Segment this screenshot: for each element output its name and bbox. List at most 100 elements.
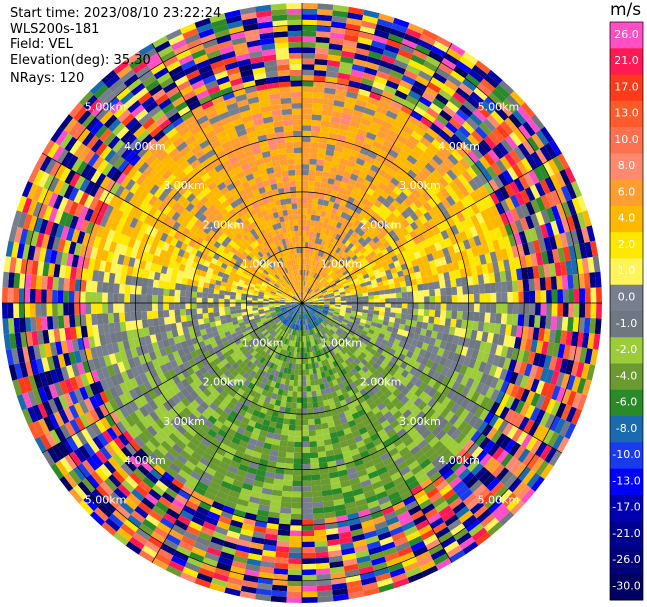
velocity-gate xyxy=(385,195,395,204)
velocity-gate xyxy=(311,490,323,498)
velocity-gate xyxy=(311,293,316,297)
velocity-gate xyxy=(213,307,220,313)
velocity-gate xyxy=(463,182,475,195)
velocity-gate xyxy=(289,419,296,426)
velocity-gate xyxy=(468,237,477,249)
velocity-gate xyxy=(530,199,541,214)
velocity-gate xyxy=(343,188,352,197)
velocity-gate xyxy=(322,171,330,178)
velocity-gate xyxy=(390,303,397,308)
velocity-gate xyxy=(395,114,408,125)
velocity-gate xyxy=(317,268,322,275)
velocity-gate xyxy=(326,206,333,214)
velocity-gate xyxy=(313,513,325,520)
velocity-gate xyxy=(448,117,462,130)
velocity-gate xyxy=(473,109,487,123)
velocity-gate xyxy=(376,232,384,241)
velocity-gate xyxy=(564,166,577,184)
velocity-gate xyxy=(483,74,499,89)
velocity-gate xyxy=(318,284,324,289)
velocity-gate xyxy=(354,226,362,234)
velocity-gate xyxy=(463,258,471,269)
velocity-gate xyxy=(41,316,48,331)
velocity-gate xyxy=(333,289,339,293)
velocity-gate xyxy=(314,540,328,548)
velocity-gate xyxy=(334,292,340,297)
velocity-gate xyxy=(63,303,69,316)
velocity-gate xyxy=(374,75,388,86)
velocity-gate xyxy=(373,29,390,39)
velocity-gate xyxy=(428,50,444,63)
velocity-gate xyxy=(305,294,309,299)
velocity-gate xyxy=(135,285,142,295)
velocity-gate xyxy=(423,221,432,231)
velocity-gate xyxy=(338,273,344,279)
velocity-gate xyxy=(463,138,476,151)
velocity-gate xyxy=(392,186,403,196)
velocity-gate xyxy=(152,279,160,288)
velocity-gate xyxy=(368,295,375,300)
velocity-gate xyxy=(540,303,547,316)
velocity-gate xyxy=(489,191,500,205)
velocity-gate xyxy=(312,507,325,514)
velocity-gate xyxy=(420,65,436,77)
velocity-gate xyxy=(68,290,75,303)
velocity-gate xyxy=(418,303,425,310)
velocity-gate xyxy=(517,143,531,158)
velocity-gate xyxy=(539,179,551,195)
velocity-gate xyxy=(384,44,400,54)
velocity-gate xyxy=(287,574,302,581)
velocity-gate xyxy=(402,100,416,111)
velocity-gate xyxy=(510,90,525,106)
velocity-gate xyxy=(564,231,574,247)
velocity-gate xyxy=(310,265,314,272)
velocity-gate xyxy=(454,161,467,174)
velocity-gate xyxy=(315,255,320,262)
velocity-gate xyxy=(302,301,308,303)
velocity-gate xyxy=(417,170,428,182)
velocity-gate xyxy=(277,535,290,542)
velocity-gate xyxy=(525,201,536,216)
velocity-gate xyxy=(96,313,104,325)
velocity-gate xyxy=(327,230,334,237)
velocity-gate xyxy=(414,125,427,137)
velocity-gate xyxy=(479,293,486,303)
velocity-gate xyxy=(535,148,548,165)
velocity-gate xyxy=(452,261,460,271)
velocity-gate xyxy=(317,283,323,289)
velocity-gate xyxy=(413,80,427,92)
velocity-gate xyxy=(314,260,318,267)
velocity-gate xyxy=(18,303,25,318)
velocity-gate xyxy=(444,318,452,327)
velocity-gate xyxy=(401,210,410,220)
velocity-gate xyxy=(307,276,311,282)
velocity-gate xyxy=(277,451,287,458)
velocity-gate xyxy=(24,303,31,318)
velocity-gate xyxy=(302,386,307,392)
velocity-gate xyxy=(409,202,419,213)
velocity-gate xyxy=(378,203,388,213)
velocity-gate xyxy=(303,286,305,292)
velocity-gate xyxy=(302,169,309,176)
velocity-gate xyxy=(418,214,428,225)
velocity-gate xyxy=(152,310,159,319)
velocity-gate xyxy=(327,138,337,146)
velocity-gate xyxy=(446,303,452,311)
velocity-gate xyxy=(313,81,326,88)
velocity-gate xyxy=(311,277,315,284)
velocity-gate xyxy=(404,139,417,151)
velocity-gate xyxy=(499,225,509,238)
velocity-gate xyxy=(362,306,369,310)
velocity-gate xyxy=(340,251,347,258)
velocity-gate xyxy=(480,100,495,115)
velocity-gate xyxy=(141,311,148,320)
velocity-gate xyxy=(465,117,479,131)
velocity-gate xyxy=(445,121,459,134)
velocity-gate xyxy=(347,228,355,236)
velocity-gate xyxy=(361,77,375,87)
velocity-gate xyxy=(413,303,419,310)
velocity-gate xyxy=(335,89,347,97)
velocity-gate xyxy=(555,187,567,204)
velocity-gate xyxy=(534,225,544,240)
velocity-gate xyxy=(362,260,370,267)
